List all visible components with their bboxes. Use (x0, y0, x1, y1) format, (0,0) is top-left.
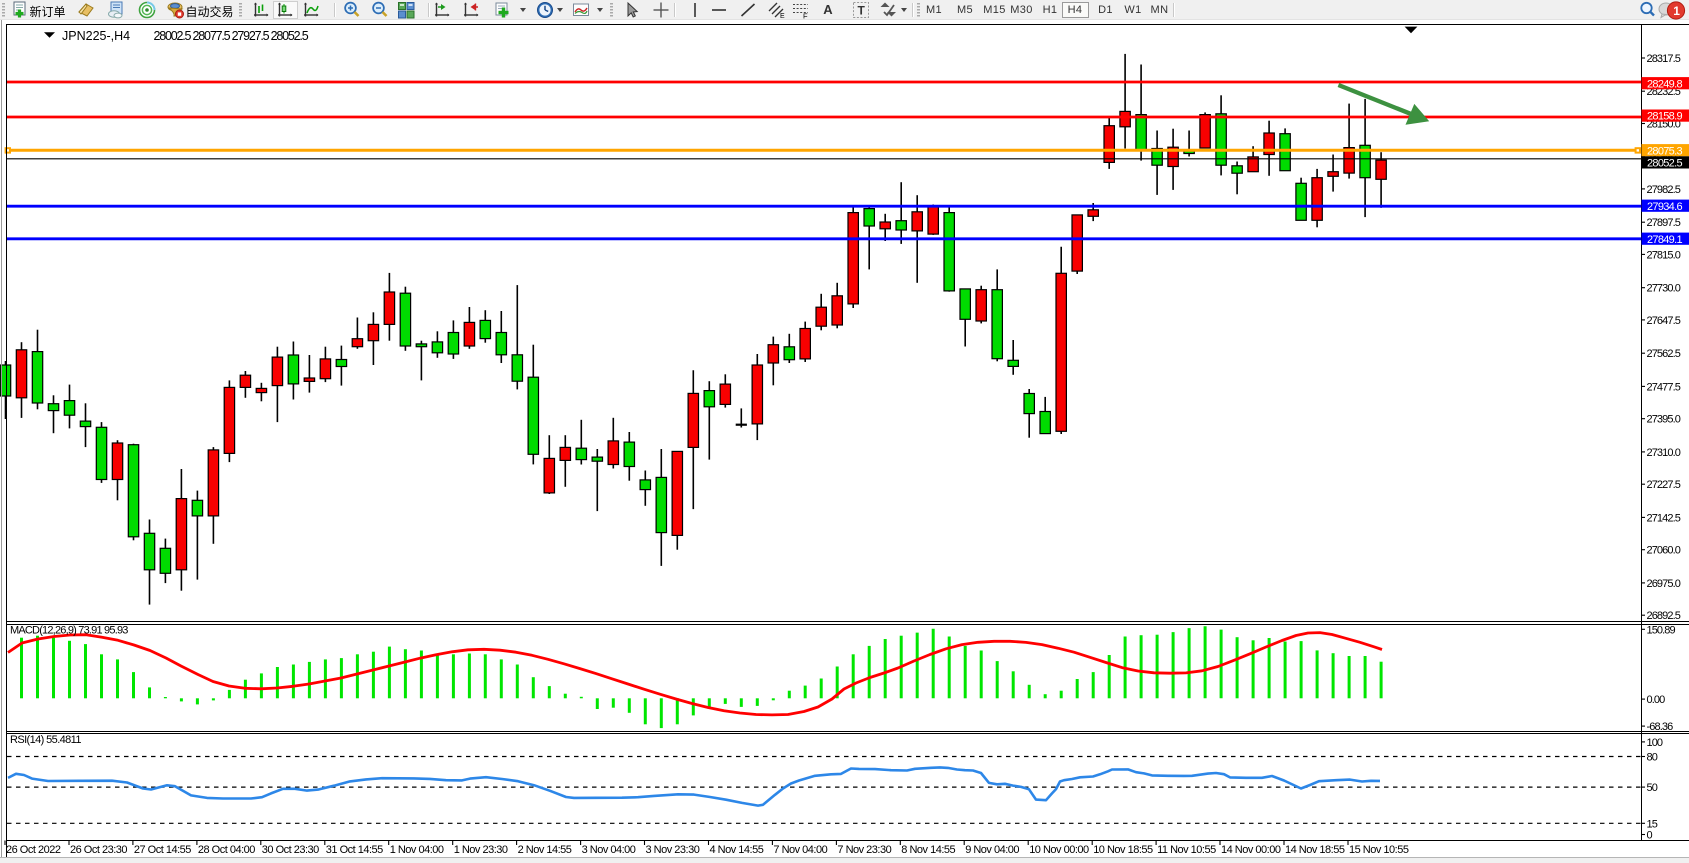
svg-text:27310.0: 27310.0 (1647, 447, 1681, 459)
svg-text:28317.5: 28317.5 (1647, 53, 1681, 65)
svg-text:0.00: 0.00 (1647, 694, 1666, 706)
svg-text:8 Nov 14:55: 8 Nov 14:55 (901, 844, 955, 856)
svg-text:31 Oct 14:55: 31 Oct 14:55 (326, 844, 383, 856)
svg-text:15 Nov 10:55: 15 Nov 10:55 (1349, 844, 1409, 856)
svg-text:27477.5: 27477.5 (1647, 381, 1681, 393)
svg-text:11 Nov 10:55: 11 Nov 10:55 (1157, 844, 1216, 856)
svg-text:2 Nov 14:55: 2 Nov 14:55 (518, 844, 572, 856)
svg-text:50: 50 (1647, 782, 1658, 794)
svg-text:JPN225-,H4: JPN225-,H4 (62, 29, 130, 43)
svg-text:7 Nov 23:30: 7 Nov 23:30 (837, 844, 891, 856)
svg-text:RSI(14) 55.4811: RSI(14) 55.4811 (10, 734, 81, 746)
svg-text:28052.5: 28052.5 (1647, 158, 1682, 170)
svg-text:1: 1 (1673, 4, 1680, 18)
svg-text:E: E (780, 13, 785, 19)
svg-text:10 Nov 00:00: 10 Nov 00:00 (1029, 844, 1089, 856)
svg-text:27 Oct 14:55: 27 Oct 14:55 (134, 844, 191, 856)
svg-text:1 Nov 04:00: 1 Nov 04:00 (390, 844, 444, 856)
svg-text:9 Nov 04:00: 9 Nov 04:00 (965, 844, 1019, 856)
svg-text:27982.5: 27982.5 (1647, 184, 1681, 196)
svg-text:27562.5: 27562.5 (1647, 348, 1681, 360)
svg-text:28075.3: 28075.3 (1647, 145, 1682, 157)
svg-text:0: 0 (1647, 830, 1653, 842)
svg-text:80: 80 (1647, 752, 1658, 764)
svg-text:27060.0: 27060.0 (1647, 545, 1681, 557)
svg-text:26892.5: 26892.5 (1647, 610, 1681, 622)
svg-text:28 Oct 04:00: 28 Oct 04:00 (198, 844, 255, 856)
svg-text:27647.5: 27647.5 (1647, 315, 1681, 327)
svg-text:T: T (858, 4, 866, 18)
svg-text:26 Oct 2022: 26 Oct 2022 (6, 844, 61, 856)
svg-text:7 Nov 04:00: 7 Nov 04:00 (773, 844, 827, 856)
svg-text:-68.36: -68.36 (1647, 721, 1674, 733)
svg-text:27815.0: 27815.0 (1647, 249, 1681, 261)
svg-text:MACD(12,26,9) 73.91 95.93: MACD(12,26,9) 73.91 95.93 (10, 625, 128, 637)
svg-text:28158.9: 28158.9 (1647, 111, 1682, 123)
svg-text:1 Nov 23:30: 1 Nov 23:30 (454, 844, 508, 856)
svg-text:30 Oct 23:30: 30 Oct 23:30 (262, 844, 319, 856)
svg-text:27849.1: 27849.1 (1647, 234, 1682, 246)
svg-text:27934.6: 27934.6 (1647, 201, 1682, 213)
svg-text:10 Nov 18:55: 10 Nov 18:55 (1093, 844, 1153, 856)
svg-text:27730.0: 27730.0 (1647, 283, 1681, 295)
svg-text:3 Nov 23:30: 3 Nov 23:30 (646, 844, 700, 856)
svg-text:28249.8: 28249.8 (1647, 78, 1682, 90)
svg-text:28002.5 28077.5 27927.5 28052.: 28002.5 28077.5 27927.5 28052.5 (154, 29, 309, 43)
svg-text:27142.5: 27142.5 (1647, 512, 1681, 524)
svg-text:14 Nov 00:00: 14 Nov 00:00 (1221, 844, 1281, 856)
svg-text:F: F (803, 12, 808, 20)
svg-text:150.89: 150.89 (1647, 624, 1676, 636)
svg-text:4 Nov 14:55: 4 Nov 14:55 (710, 844, 764, 856)
svg-text:27897.5: 27897.5 (1647, 217, 1681, 229)
svg-text:27395.0: 27395.0 (1647, 414, 1681, 426)
svg-text:14 Nov 18:55: 14 Nov 18:55 (1285, 844, 1345, 856)
svg-text:3 Nov 04:00: 3 Nov 04:00 (582, 844, 636, 856)
svg-text:26 Oct 23:30: 26 Oct 23:30 (70, 844, 127, 856)
svg-text:15: 15 (1647, 818, 1658, 830)
svg-text:27227.5: 27227.5 (1647, 479, 1681, 491)
svg-text:100: 100 (1647, 737, 1663, 749)
svg-text:26975.0: 26975.0 (1647, 578, 1681, 590)
